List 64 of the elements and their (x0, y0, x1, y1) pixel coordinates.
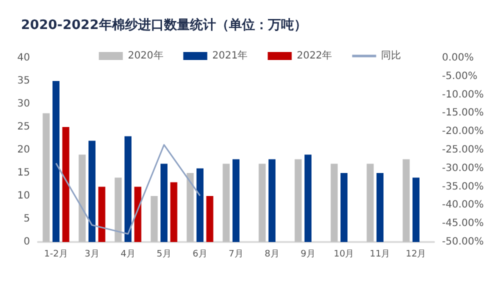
x-tick-label: 8月 (264, 250, 280, 260)
bar (52, 81, 60, 242)
bar (150, 196, 158, 242)
bar (42, 113, 50, 242)
bar (114, 178, 122, 242)
bar (258, 164, 266, 242)
bar (196, 168, 204, 242)
y2-tick-label: -15.00% (442, 108, 484, 119)
y-tick-label: 25 (17, 122, 30, 132)
y-tick-label: 35 (17, 76, 30, 86)
y-tick-label: 30 (17, 98, 30, 110)
bar (206, 196, 214, 242)
x-tick-label: 12月 (406, 250, 426, 260)
x-tick-label: 6月 (192, 250, 208, 260)
x-tick-label: 9月 (300, 250, 316, 260)
bar (304, 154, 312, 242)
bar (78, 154, 86, 242)
bar (268, 159, 276, 242)
bar (160, 164, 168, 242)
legend-label: 2021年 (212, 50, 248, 62)
x-tick-label: 5月 (156, 250, 172, 260)
y-tick-label: 20 (17, 144, 30, 156)
line-series (55, 144, 201, 235)
y2-tick-label: -10.00% (442, 89, 484, 100)
bar (98, 186, 106, 242)
bar (402, 159, 410, 242)
bar (88, 140, 96, 242)
bar (232, 159, 240, 242)
y-tick-label: 10 (17, 190, 30, 202)
bar (294, 159, 302, 242)
y-tick-label: 40 (17, 52, 30, 64)
x-tick-label: 7月 (228, 250, 244, 260)
bar (222, 164, 230, 242)
bar (330, 164, 338, 242)
bar (366, 164, 374, 242)
bar (124, 136, 132, 242)
legend-label: 同比 (381, 50, 402, 62)
y2-tick-label: -20.00% (442, 126, 484, 138)
y-tick-label: 0 (24, 236, 30, 248)
y2-tick-label: -30.00% (442, 162, 484, 174)
x-tick-label: 4月 (120, 250, 136, 260)
y-tick-label: 15 (17, 168, 30, 178)
y2-tick-label: -50.00% (442, 236, 484, 248)
y2-tick-label: 0.00% (442, 52, 474, 64)
bar (170, 182, 178, 242)
bar (412, 178, 420, 242)
y2-tick-label: -5.00% (442, 70, 478, 82)
legend-label: 2022年 (296, 50, 332, 62)
chart-title: 2020-2022年棉纱进口数量统计（单位：万吨） (21, 17, 307, 33)
legend-label: 2020年 (128, 50, 164, 62)
bar (62, 127, 70, 242)
bar (186, 173, 194, 242)
x-tick-label: 1-2月 (44, 250, 68, 260)
x-tick-label: 11月 (370, 250, 390, 260)
y2-tick-label: -25.00% (442, 144, 484, 156)
x-tick-label: 3月 (84, 250, 100, 260)
bar (376, 173, 384, 242)
y2-tick-label: -45.00% (442, 218, 484, 230)
bar (134, 186, 142, 242)
y2-tick-label: -35.00% (442, 181, 484, 192)
y2-tick-label: -40.00% (442, 200, 484, 211)
bar (340, 173, 348, 242)
x-tick-label: 10月 (334, 250, 354, 260)
y-tick-label: 5 (24, 214, 30, 224)
